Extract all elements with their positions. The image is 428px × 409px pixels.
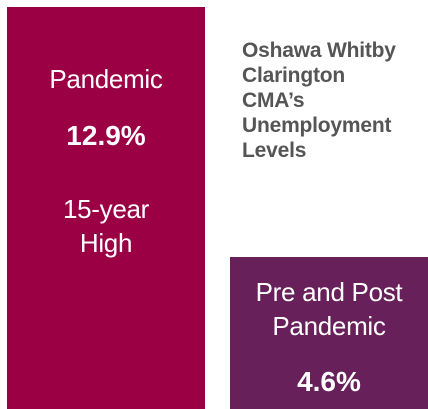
pandemic-card: Pandemic 12.9% 15-year High (7, 7, 205, 409)
pre-post-label: Pre and Post Pandemic (255, 277, 403, 341)
page-title: Oshawa Whitby Clarington CMA’s Unemploym… (242, 39, 396, 162)
pandemic-value: 12.9% (66, 120, 146, 151)
pre-post-value: 4.6% (297, 366, 361, 397)
pandemic-label: Pandemic (49, 64, 163, 94)
pandemic-note: 15-year High (62, 194, 150, 258)
pre-post-pandemic-card: Pre and Post Pandemic 4.6% (230, 257, 428, 409)
